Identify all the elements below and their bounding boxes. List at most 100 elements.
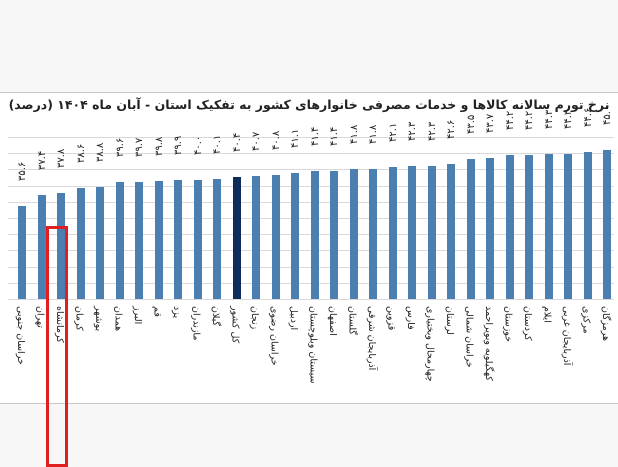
- value-label: ۴۱.۴: [329, 127, 340, 147]
- category-label: بوشهر: [93, 306, 104, 332]
- value-label: ۴۴.۳: [563, 109, 574, 130]
- bar: [18, 206, 26, 299]
- category-label: همدان: [112, 306, 124, 332]
- bar: [213, 179, 221, 299]
- bar: [135, 181, 143, 299]
- value-label: ۴۰.۱: [212, 134, 223, 155]
- value-label: ۴۲.۱: [387, 122, 399, 143]
- bar: [544, 154, 553, 299]
- value-label: ۳۹.۸: [153, 136, 165, 156]
- value-label: ۴۱.۴: [309, 127, 321, 147]
- category-label: لرستان: [444, 306, 455, 335]
- bar: [57, 192, 65, 299]
- category-label: ایلام: [541, 306, 553, 323]
- category-label: مازندران: [190, 306, 202, 341]
- bar: [369, 169, 377, 299]
- category-label: چهارمحال وبختیاری: [424, 306, 436, 382]
- category-label: یزد: [171, 306, 182, 319]
- bar: [603, 149, 611, 299]
- value-label: ۴۳.۵: [465, 114, 477, 134]
- category-label: آذربایجان شرقی: [366, 306, 377, 371]
- bar: [388, 167, 397, 299]
- bar: [115, 182, 124, 299]
- category-label: کرمانشاه: [54, 306, 65, 343]
- gridline: [8, 299, 614, 300]
- bar: [447, 164, 455, 299]
- category-label: خوزستان: [502, 306, 514, 343]
- value-label: ۳۷.۸: [56, 148, 67, 168]
- bar: [564, 154, 572, 299]
- chart-title: نرخ تورم سالانه کالاها و خدمات مصرفی خان…: [8, 97, 610, 112]
- bar: [291, 173, 299, 299]
- value-label: ۴۱.۸: [348, 124, 360, 145]
- bar: [271, 175, 280, 299]
- value-label: ۴۰.۰: [192, 135, 204, 155]
- category-label: خراسان رضوی: [268, 306, 280, 366]
- category-label: خراسان شمالی: [463, 306, 475, 368]
- bar: [408, 166, 416, 299]
- bar: [466, 158, 475, 299]
- category-label: هرمزگان: [600, 306, 611, 341]
- bar: [76, 188, 85, 299]
- value-label: ۳۹.۹: [173, 136, 184, 156]
- value-label: ۴۴.۲: [504, 110, 516, 130]
- value-label: ۴۱.۸: [368, 124, 379, 145]
- value-label: ۳۹.۷: [134, 137, 145, 157]
- category-label: گلستان: [346, 306, 358, 335]
- category-label: کرمان: [73, 306, 85, 331]
- value-label: ۴۴.۳: [543, 109, 555, 130]
- value-label: ۴۰.۸: [270, 130, 282, 150]
- category-label: خراسان جنوبی: [15, 306, 26, 365]
- value-label: ۴۲.۳: [407, 121, 418, 142]
- category-label: کردستان: [522, 306, 533, 341]
- category-label: مرکزی: [580, 306, 592, 334]
- bar: [583, 152, 592, 299]
- bar: [427, 166, 436, 299]
- bar: [154, 180, 163, 299]
- bar: [486, 157, 494, 299]
- bar: [349, 169, 358, 299]
- category-label: سیستان وبلوچستان: [307, 306, 319, 384]
- value-label: ۴۱.۱: [290, 128, 301, 149]
- value-label: ۳۹.۶: [114, 137, 126, 158]
- gridline: [8, 169, 614, 171]
- category-label: اردبیل: [288, 306, 299, 331]
- category-label: البرز: [132, 306, 143, 325]
- value-label: ۴۳.۷: [485, 113, 496, 133]
- bar: [310, 171, 319, 299]
- value-label: ۳۷.۴: [36, 150, 48, 171]
- category-label: کل کشور: [229, 306, 241, 344]
- plot-area: ۳۵.۶ ۳۷.۴ ۳۷.۸ ۳۸.۶ ۳۸.۸ ۳۹.۶ ۳۹.۷ ۳۹.۸ ۳۹.۹ ۴۰.۰…: [8, 106, 614, 300]
- gridline: [8, 153, 614, 155]
- value-label: ۳۵.۶: [17, 161, 28, 181]
- gridline: [8, 137, 614, 138]
- category-label: تهران: [34, 306, 46, 328]
- bar: [232, 177, 241, 299]
- value-label: ۴۰.۷: [251, 131, 262, 151]
- value-label: ۴۰.۴: [231, 133, 243, 153]
- value-label: ۴۴.۲: [524, 110, 535, 130]
- bar: [193, 179, 202, 299]
- category-label: اصفهان: [327, 306, 338, 336]
- category-label: قزوین: [385, 306, 397, 331]
- value-label: ۴۲.۳: [426, 121, 438, 142]
- category-label: گیلان: [210, 306, 221, 327]
- chart-panel: نرخ تورم سالانه کالاها و خدمات مصرفی خان…: [0, 92, 618, 467]
- category-label: فارس: [405, 306, 416, 330]
- bar: [37, 195, 46, 299]
- value-label: ۴۴.۶: [582, 108, 594, 128]
- category-label: قم: [151, 306, 163, 317]
- category-label: کهگیلویه وبویراحمد: [483, 306, 494, 381]
- bar: [96, 186, 104, 299]
- highlight-box-kermanshah: [46, 226, 68, 467]
- bar: [525, 154, 533, 299]
- bar: [330, 171, 338, 299]
- value-label: ۴۵.۰: [602, 105, 613, 125]
- category-label: آذربایجان غربی: [561, 306, 572, 366]
- value-label: ۳۸.۸: [95, 142, 106, 162]
- bar: [252, 175, 260, 299]
- bar: [174, 180, 182, 299]
- bar: [505, 154, 514, 299]
- value-label: ۴۲.۶: [446, 119, 457, 140]
- value-label: ۳۸.۶: [75, 143, 87, 164]
